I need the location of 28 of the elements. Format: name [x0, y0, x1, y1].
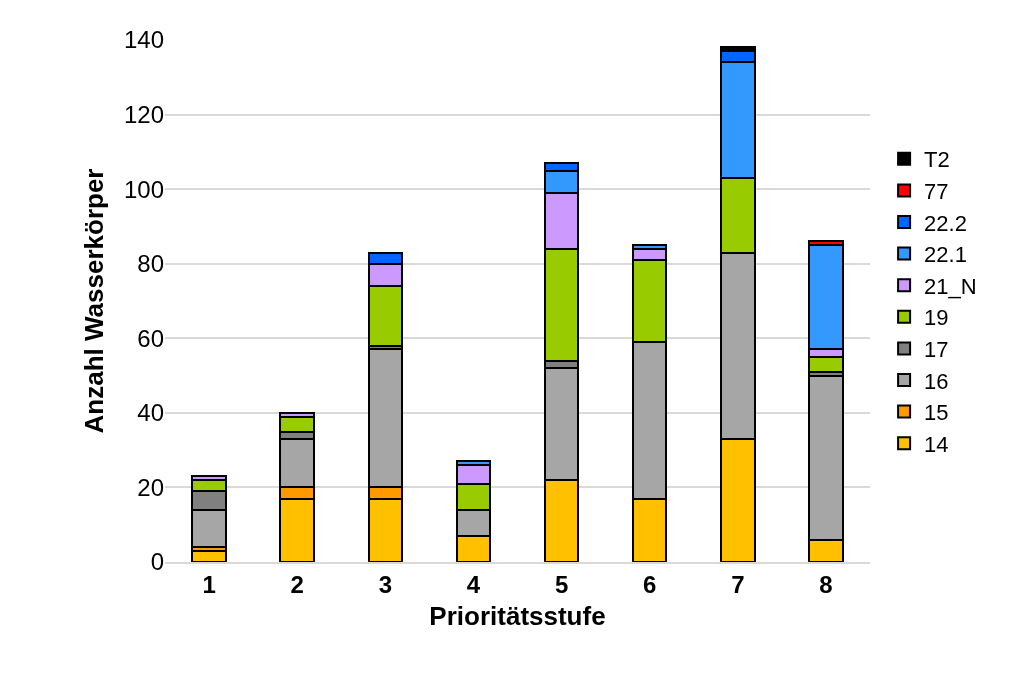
- x-tick-label: 8: [819, 570, 833, 598]
- x-tick-label: 3: [378, 570, 392, 598]
- y-tick-label: 0: [150, 548, 164, 576]
- x-tick-label: 4: [466, 570, 481, 598]
- x-tick-label: 7: [731, 570, 745, 598]
- y-tick-label: 100: [123, 175, 164, 203]
- x-tick-label: 1: [202, 570, 216, 598]
- y-tick-label: 40: [137, 399, 164, 427]
- y-tick-label: 120: [123, 100, 164, 128]
- y-axis-title: Anzahl Wasserkörper: [79, 168, 110, 434]
- legend-label: 19: [924, 305, 949, 331]
- legend-label: 21_N: [924, 273, 977, 299]
- x-axis-title: Prioritätsstufe: [429, 601, 606, 631]
- legend-label: 14: [924, 431, 949, 457]
- legend-label: 77: [924, 178, 949, 204]
- legend-label: 17: [924, 336, 949, 362]
- x-tick-label: 2: [290, 570, 304, 598]
- y-tick-label: 80: [137, 250, 164, 278]
- legend-label: 15: [924, 400, 949, 426]
- legend-label: T2: [924, 147, 950, 173]
- y-tick-label: 60: [137, 324, 164, 352]
- x-tick-label: 6: [643, 570, 657, 598]
- legend-label: 22.2: [924, 210, 967, 236]
- y-tick-label: 140: [123, 26, 164, 54]
- legend-label: 16: [924, 368, 949, 394]
- y-tick-label: 20: [137, 473, 164, 501]
- x-tick-label: 5: [554, 570, 569, 598]
- legend-label: 22.1: [924, 242, 967, 268]
